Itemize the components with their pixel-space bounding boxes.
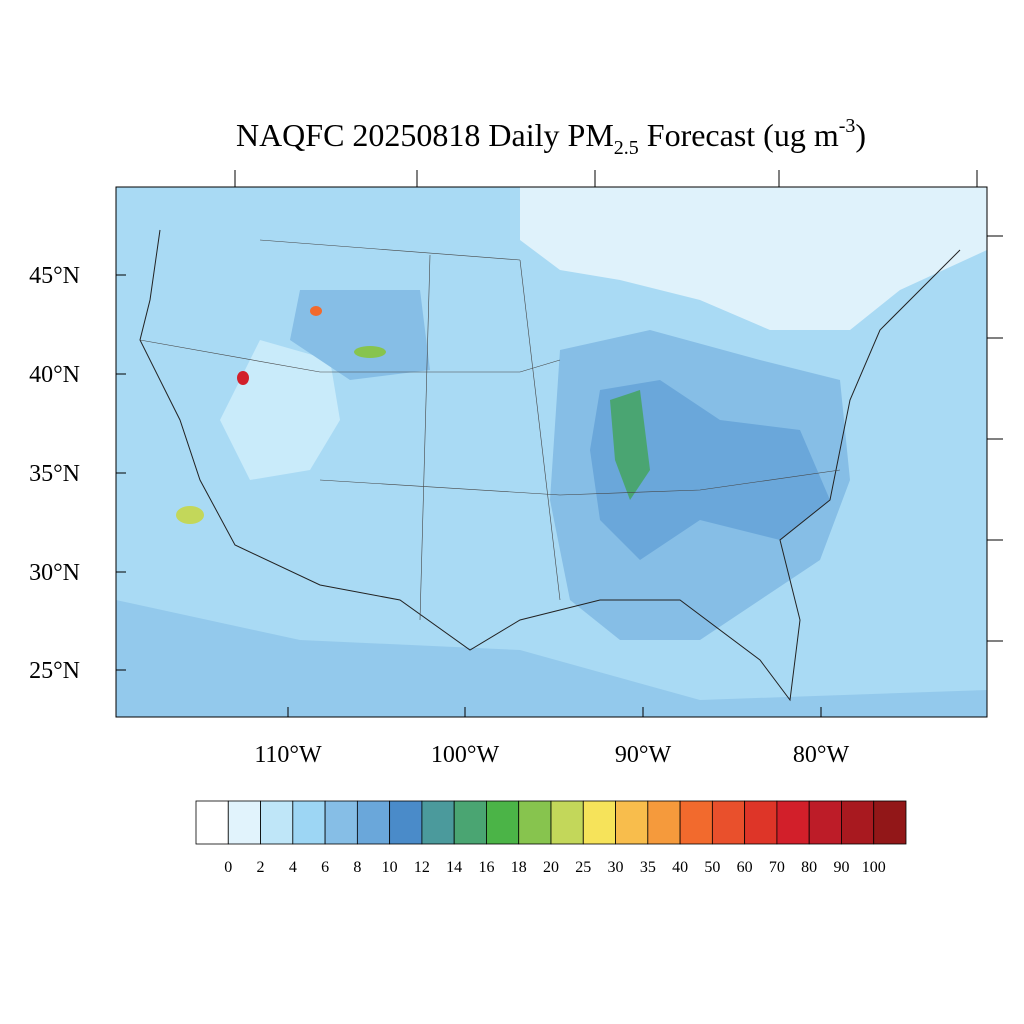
lon-label: 110°W (254, 742, 322, 768)
colorbar-box (227, 800, 261, 845)
colorbar-label: 25 (575, 859, 591, 876)
colorbar-box (486, 800, 520, 845)
colorbar-box (356, 800, 391, 845)
lat-label: 40°N (29, 362, 80, 388)
colorbar-box (518, 800, 552, 845)
colorbar-label: 2 (257, 859, 265, 876)
colorbar-label: 10 (382, 859, 398, 876)
colorbar-box (776, 800, 810, 845)
colorbar-label: 4 (289, 859, 297, 876)
colorbar-box (389, 800, 423, 845)
colorbar-box (582, 800, 616, 845)
colorbar-label: 8 (353, 859, 361, 876)
colorbar-label: 60 (737, 859, 753, 876)
colorbar-box (647, 800, 681, 845)
colorbar-box (195, 800, 229, 845)
colorbar-label: 35 (640, 859, 656, 876)
title-main: NAQFC 20250818 Daily PM (236, 117, 614, 153)
colorbar-label: 0 (224, 859, 232, 876)
colorbar-box (453, 800, 487, 845)
colorbar-box (615, 800, 649, 845)
colorbar-label: 16 (478, 859, 494, 876)
colorbar-label: 90 (833, 859, 849, 876)
colorbar-box (550, 800, 584, 845)
colorbar-label: 100 (862, 859, 886, 876)
colorbar-box (873, 800, 907, 845)
colorbar-box (679, 800, 713, 845)
colorbar-box (808, 800, 842, 845)
title: NAQFC 20250818 Daily PM2.5 Forecast (ug … (236, 115, 866, 159)
colorbar-label: 20 (543, 859, 559, 876)
title-sup: -3 (839, 115, 856, 137)
colorbar-box (260, 800, 294, 845)
colorbar-label: 12 (414, 859, 430, 876)
lon-label: 80°W (793, 742, 850, 768)
title-mid: Forecast (ug m (639, 117, 839, 153)
lat-label: 30°N (29, 560, 80, 586)
title-end: ) (855, 117, 866, 153)
colorbar-label: 18 (511, 859, 527, 876)
colorbar-box (744, 800, 778, 845)
colorbar-label: 30 (608, 859, 624, 876)
title-sub: 2.5 (614, 137, 639, 159)
colorbar-label: 14 (446, 859, 462, 876)
lat-label: 25°N (29, 658, 80, 684)
axes: 45°N 40°N 35°N 30°N 25°N 110°W 100°W 90°W 80°W (29, 170, 1003, 768)
colorbar-box (711, 800, 746, 845)
colorbar-label: 6 (321, 859, 329, 876)
colorbar-label: 50 (704, 859, 720, 876)
colorbar-box (421, 800, 455, 845)
colorbar-label: 80 (801, 859, 817, 876)
colorbar-box (292, 800, 326, 845)
lon-label: 90°W (615, 742, 672, 768)
colorbar-box (841, 800, 875, 845)
map-field (116, 187, 987, 717)
colorbar-label: 70 (769, 859, 785, 876)
lon-label: 100°W (431, 742, 500, 768)
lat-label: 35°N (29, 461, 80, 487)
colorbar-box (324, 800, 358, 845)
colorbar-label: 40 (672, 859, 688, 876)
colorbar: 0 2 4 6 8 10 12 14 16 18 20 25 30 35 40 50 60 70 80 90 100 (195, 800, 907, 876)
map-frame (115, 186, 988, 718)
lat-label: 45°N (29, 263, 80, 289)
